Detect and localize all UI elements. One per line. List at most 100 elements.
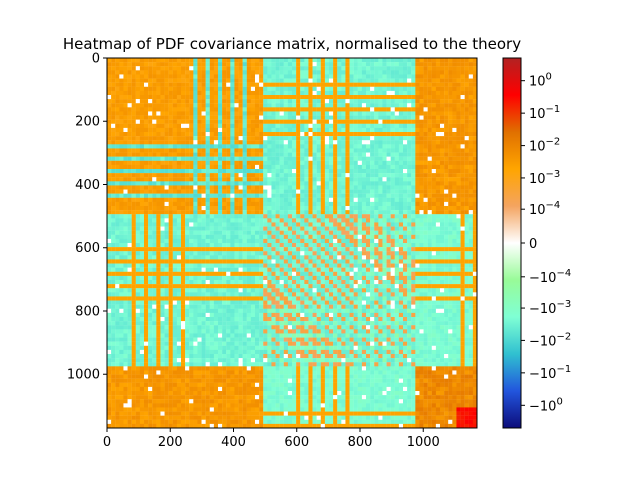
heatmap-cell <box>456 58 461 63</box>
heatmap-cell <box>370 107 375 112</box>
heatmap-cell <box>308 206 313 211</box>
heatmap-cell <box>230 263 235 268</box>
heatmap-cell <box>353 243 358 248</box>
heatmap-cell <box>329 148 334 153</box>
heatmap-cell <box>407 251 412 256</box>
heatmap-cell <box>357 255 363 260</box>
heatmap-cell <box>337 206 342 211</box>
heatmap-cell <box>304 70 309 75</box>
heatmap-cell <box>403 206 408 211</box>
heatmap-cell <box>398 185 404 190</box>
heatmap-cell <box>320 66 326 71</box>
heatmap-cell <box>398 119 404 124</box>
heatmap-cell <box>329 152 334 157</box>
heatmap-cell <box>411 189 416 194</box>
heatmap-cell <box>238 95 243 100</box>
heatmap-cell <box>337 210 342 215</box>
heatmap-cell <box>337 214 342 219</box>
heatmap-cell <box>300 123 305 129</box>
heatmap-cell <box>131 169 136 174</box>
heatmap-cell <box>205 214 210 219</box>
heatmap-cell <box>398 127 404 133</box>
heatmap-cell <box>312 160 317 166</box>
heatmap-cell <box>292 234 297 240</box>
heatmap-cell <box>127 90 132 96</box>
heatmap-cell <box>423 271 428 277</box>
heatmap-cell <box>407 115 412 120</box>
heatmap-cell <box>423 140 428 145</box>
heatmap-cell <box>337 95 342 100</box>
heatmap-cell <box>390 78 395 83</box>
heatmap-cell <box>390 181 395 186</box>
heatmap-cell <box>361 70 367 75</box>
heatmap-cell <box>279 181 284 186</box>
heatmap-cell <box>427 206 432 211</box>
heatmap-cell <box>324 185 330 190</box>
heatmap-cell <box>156 136 161 141</box>
heatmap-cell <box>456 243 461 248</box>
heatmap-cell <box>435 255 441 260</box>
heatmap-cell <box>411 206 416 211</box>
heatmap-cell <box>374 82 379 87</box>
heatmap-cell <box>218 189 223 194</box>
heatmap-cell <box>333 86 338 92</box>
heatmap-cell <box>205 82 210 87</box>
heatmap-cell <box>160 66 165 71</box>
heatmap-cell <box>431 140 437 145</box>
heatmap-cell <box>435 99 441 104</box>
heatmap-cell <box>308 78 313 83</box>
heatmap-cell <box>197 181 202 186</box>
heatmap-cell <box>345 251 350 256</box>
heatmap-cell <box>267 156 272 161</box>
heatmap-cell <box>201 62 206 67</box>
heatmap-cell <box>283 177 289 182</box>
heatmap-cell <box>197 127 202 133</box>
heatmap-cell <box>316 189 321 194</box>
heatmap-cells <box>107 58 478 429</box>
heatmap-cell <box>193 58 198 63</box>
heatmap-cell <box>189 66 194 71</box>
heatmap-cell <box>127 255 132 260</box>
heatmap-cell <box>345 189 350 194</box>
heatmap-cell <box>119 230 124 235</box>
heatmap-cell <box>456 210 461 215</box>
heatmap-cell <box>123 247 128 252</box>
heatmap-cell <box>456 123 461 129</box>
heatmap-cell <box>320 251 326 256</box>
heatmap-cell <box>135 197 141 203</box>
heatmap-cell <box>415 156 420 161</box>
heatmap-cell <box>131 226 136 231</box>
heatmap-cell <box>246 267 252 272</box>
heatmap-cell <box>349 136 354 141</box>
heatmap-cell <box>456 267 461 272</box>
heatmap-cell <box>127 160 132 166</box>
heatmap-cell <box>341 160 346 166</box>
heatmap-cell <box>160 144 165 149</box>
heatmap-cell <box>304 160 309 166</box>
heatmap-cell <box>127 111 132 116</box>
heatmap-cell <box>435 271 441 277</box>
heatmap-cell <box>366 90 371 96</box>
heatmap-cell <box>353 263 358 268</box>
heatmap-cell <box>222 177 227 182</box>
heatmap-cell <box>337 185 342 190</box>
heatmap-cell <box>382 156 387 161</box>
heatmap-cell <box>419 247 424 252</box>
heatmap-cell <box>156 243 161 248</box>
heatmap-cell <box>242 111 247 116</box>
heatmap-cell <box>292 70 297 75</box>
heatmap-cell <box>361 206 367 211</box>
heatmap-cell <box>444 74 449 79</box>
heatmap-cell <box>460 169 465 174</box>
heatmap-cell <box>250 82 256 87</box>
heatmap-cell <box>111 214 116 219</box>
heatmap-cell <box>444 90 449 96</box>
heatmap-cell <box>279 62 284 67</box>
heatmap-cell <box>386 144 391 149</box>
heatmap-cell <box>255 152 260 157</box>
heatmap-cell <box>353 82 358 87</box>
heatmap-cell <box>435 193 441 198</box>
heatmap-cell <box>250 247 256 252</box>
heatmap-cell <box>353 107 358 112</box>
heatmap-cell <box>250 127 256 133</box>
